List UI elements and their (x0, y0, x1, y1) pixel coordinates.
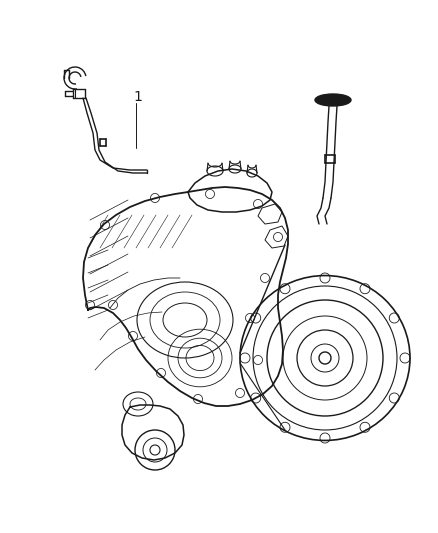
Ellipse shape (315, 94, 351, 106)
Text: 1: 1 (133, 90, 142, 104)
